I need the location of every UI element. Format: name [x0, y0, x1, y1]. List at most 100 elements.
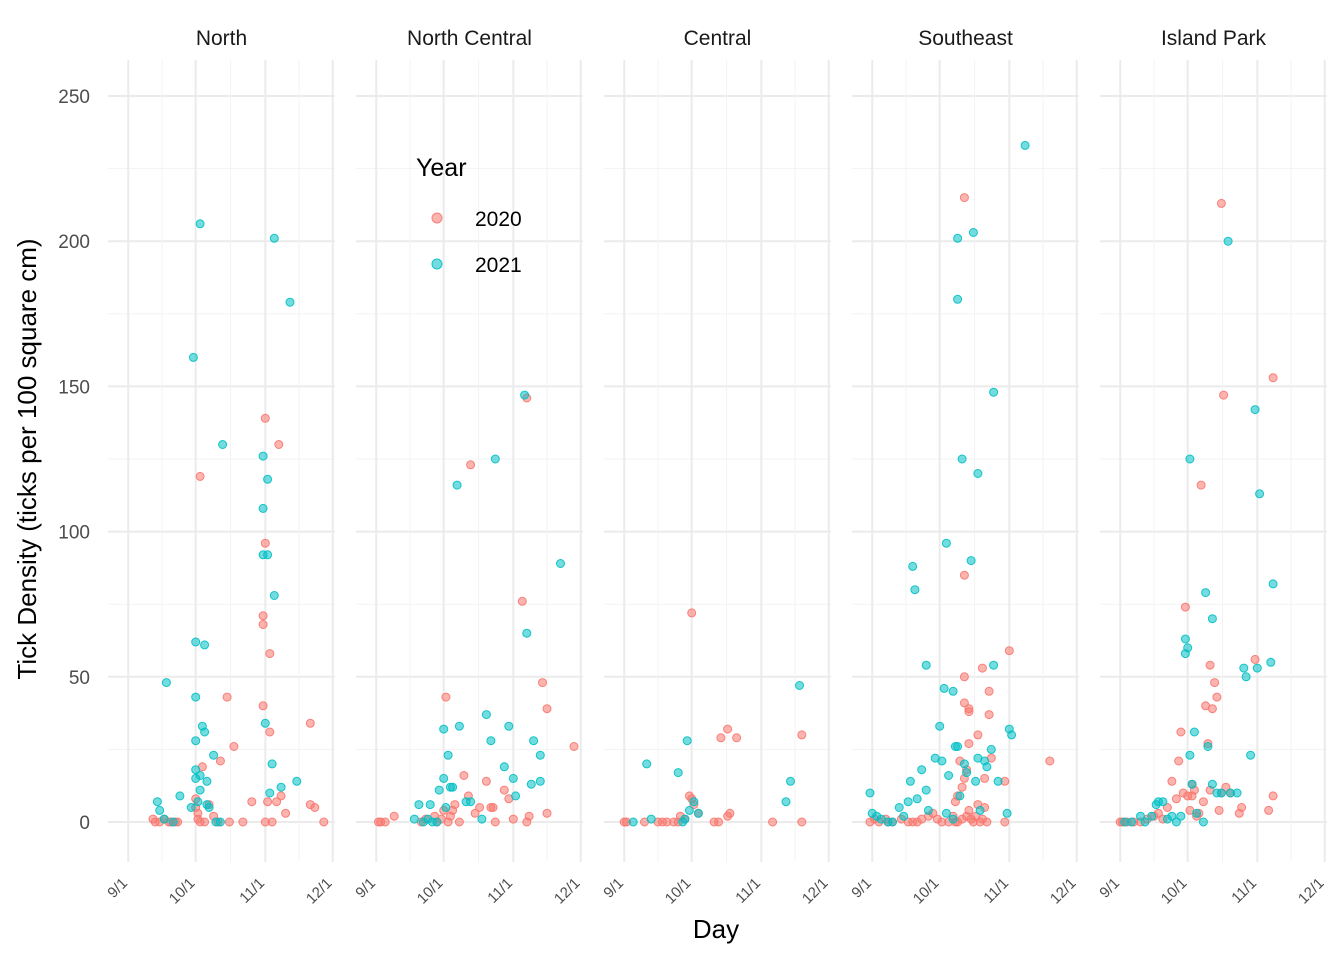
data-point-southeast-2020 [1000, 817, 1010, 827]
data-point-southeast-2021 [903, 797, 913, 807]
data-point-north-central-2020 [389, 811, 399, 821]
data-point-island-park-2021 [1187, 779, 1197, 789]
data-point-central-2020 [716, 733, 726, 743]
data-point-southeast-2020 [984, 710, 994, 720]
data-point-southeast-2020 [964, 739, 974, 749]
data-point-island-park-2021 [1201, 588, 1211, 598]
x-tick-label: 11/1 [236, 875, 268, 907]
data-point-island-park-2020 [1205, 660, 1215, 670]
data-point-north-central-2021 [452, 480, 462, 490]
data-point-central-2020 [725, 808, 735, 818]
data-point-north-central-2021 [511, 791, 521, 801]
y-tick-label: 250 [58, 87, 90, 108]
data-point-north-central-2021 [535, 776, 545, 786]
data-point-southeast-2021 [1007, 730, 1017, 740]
data-point-north-central-2020 [450, 800, 460, 810]
data-point-central-2021 [689, 797, 699, 807]
data-point-north-2021 [215, 817, 225, 827]
data-point-central-2021 [673, 768, 683, 778]
data-point-island-park-2020 [1264, 805, 1274, 815]
data-point-southeast-2021 [962, 768, 972, 778]
grid-layer [108, 60, 1327, 862]
data-point-southeast-2021 [993, 776, 1003, 786]
data-point-north-2021 [188, 352, 198, 362]
data-point-island-park-2021 [1183, 643, 1193, 653]
x-tick-label: 12/1 [303, 875, 336, 908]
data-point-north-central-2021 [522, 628, 532, 638]
data-point-central-2021 [642, 759, 652, 769]
data-point-central-2021 [646, 814, 656, 824]
data-point-island-park-2021 [1198, 817, 1208, 827]
data-point-north-2020 [272, 797, 282, 807]
data-point-southeast-2020 [982, 817, 992, 827]
x-tick-label: 12/1 [1295, 875, 1328, 908]
y-tick-label: 150 [58, 377, 90, 398]
data-point-north-2021 [191, 637, 201, 647]
data-point-southeast-2020 [959, 672, 969, 682]
data-point-north-central-2021 [448, 782, 458, 792]
data-point-north-central-2020 [490, 817, 500, 827]
y-tick-label: 0 [79, 813, 90, 834]
x-tick-label: 10/1 [1158, 875, 1191, 908]
x-tick-label: 11/1 [732, 875, 764, 907]
data-point-north-2021 [202, 776, 212, 786]
data-point-island-park-2020 [1237, 803, 1247, 812]
data-point-island-park-2021 [1250, 405, 1260, 415]
data-point-north-2021 [263, 550, 273, 560]
data-point-north-central-2021 [499, 762, 509, 772]
data-point-north-central-2020 [508, 814, 518, 824]
data-point-north-2021 [159, 814, 169, 824]
data-point-north-2020 [215, 756, 225, 766]
data-point-island-park-2020 [1174, 756, 1184, 766]
data-point-central-2020 [797, 730, 807, 740]
data-point-north-2021 [209, 750, 219, 760]
data-point-north-2020 [281, 808, 291, 818]
x-tick-label: 11/1 [484, 875, 516, 907]
data-point-north-2020 [260, 538, 270, 548]
data-point-north-central-2020 [454, 817, 464, 827]
data-point-north-2020 [274, 440, 284, 449]
data-point-island-park-2021 [1252, 663, 1262, 673]
data-point-north-2020 [276, 791, 286, 801]
data-point-north-2021 [195, 771, 205, 780]
legend-title: Year [416, 154, 467, 182]
data-point-north-2021 [175, 791, 185, 801]
data-point-southeast-2021 [921, 660, 931, 670]
data-point-north-2021 [191, 736, 201, 746]
data-point-island-park-2021 [1136, 811, 1145, 821]
data-point-southeast-2021 [865, 788, 875, 798]
panel-title-island-park: Island Park [1161, 27, 1267, 50]
data-point-central-2021 [684, 805, 694, 815]
data-point-central-2021 [786, 776, 795, 786]
data-point-southeast-2020 [980, 773, 990, 783]
x-tick-label: 12/1 [551, 875, 584, 908]
data-point-north-2020 [238, 817, 248, 827]
data-point-southeast-2021 [955, 791, 965, 801]
data-point-north-central-2021 [486, 736, 496, 746]
x-tick-label: 9/1 [1096, 875, 1123, 902]
data-point-north-central-2021 [556, 559, 565, 568]
data-point-southeast-2020 [1004, 646, 1014, 656]
data-point-island-park-2021 [1246, 750, 1256, 760]
y-tick-label: 50 [69, 668, 90, 689]
data-point-southeast-2021 [968, 228, 978, 237]
data-point-north-2021 [168, 817, 178, 827]
legend-item-2020: 2020 [431, 208, 522, 231]
data-point-north-central-2020 [538, 678, 547, 688]
data-point-island-park-2021 [1147, 811, 1157, 821]
legend-key-2021 [431, 258, 443, 270]
data-point-central-2020 [797, 817, 807, 827]
data-point-island-park-2021 [1127, 817, 1136, 827]
x-tick-label: 9/1 [104, 875, 131, 902]
y-tick-label: 200 [58, 232, 90, 253]
x-tick-label: 9/1 [352, 875, 379, 902]
data-point-north-2021 [193, 797, 203, 807]
data-point-southeast-2021 [917, 765, 927, 775]
data-point-southeast-2021 [921, 785, 931, 795]
data-point-southeast-2021 [986, 744, 996, 754]
data-point-north-2021 [269, 233, 279, 243]
points-layer [148, 140, 1278, 827]
data-point-southeast-2020 [957, 782, 967, 792]
data-point-island-park-2020 [1212, 692, 1222, 702]
